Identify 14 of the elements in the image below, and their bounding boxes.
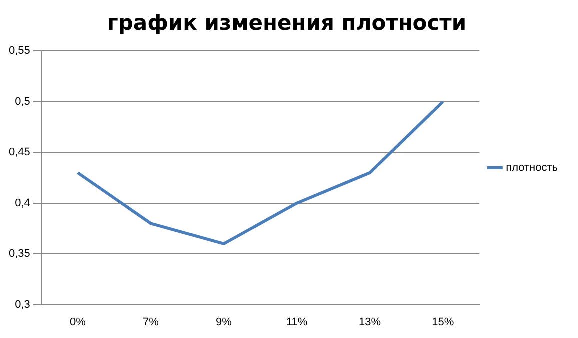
chart-title: график изменения плотности [107,11,467,36]
y-tick-label: 0,4 [15,197,30,210]
legend-label: плотность [506,162,558,174]
y-tick-label: 0,5 [15,96,30,108]
y-tick-label: 0,45 [8,146,30,159]
y-tick-label: 0,55 [8,45,30,58]
x-tick-label: 0% [70,316,86,328]
x-tick-label: 15% [432,316,454,328]
y-tick-label: 0,35 [8,248,30,260]
x-tick-label: 11% [286,316,308,328]
x-tick-label: 9% [216,316,232,328]
x-tick-label: 7% [143,316,160,328]
x-tick-label: 13% [359,316,382,328]
y-tick-label: 0,3 [15,298,30,311]
